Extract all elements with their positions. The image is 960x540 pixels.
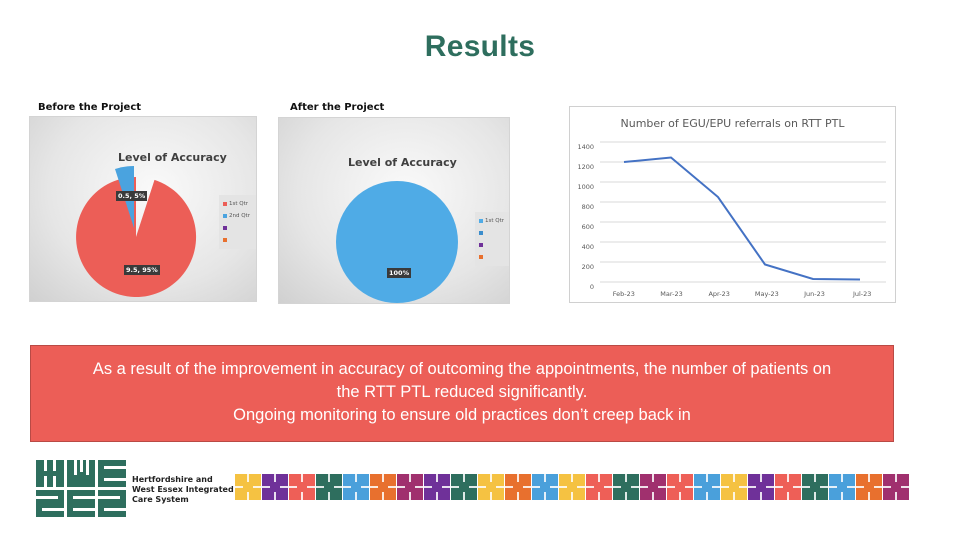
tile-icon	[316, 474, 342, 500]
line-chart-title: Number of EGU/EPU referrals on RTT PTL	[620, 117, 845, 130]
before-caption: Before the Project	[38, 102, 142, 113]
legend-2nd-qtr: 2nd Qtr	[229, 213, 250, 219]
tile-icon	[748, 474, 774, 500]
tile-icon	[424, 474, 450, 500]
tile-icon	[262, 474, 288, 500]
before-label-large: 9.5, 95%	[124, 265, 160, 275]
tile-icon	[667, 474, 693, 500]
after-label: 100%	[387, 268, 412, 278]
summary-banner: As a result of the improvement in accura…	[30, 345, 894, 442]
tile-icon	[721, 474, 747, 500]
before-chart-title: Level of Accuracy	[118, 151, 227, 164]
tile-icon	[370, 474, 396, 500]
tile-icon	[289, 474, 315, 500]
after-caption: After the Project	[290, 102, 385, 113]
after-legend: 1st Qtr	[475, 212, 509, 266]
tile-icon	[559, 474, 585, 500]
legend-1st-qtr: 1st Qtr	[229, 201, 249, 207]
hwe-ics-logo-icon	[36, 460, 126, 517]
before-pie-chart: Level of Accuracy 0.5, 5% 9.5, 95% 1st Q…	[29, 116, 257, 302]
logo-text: Hertfordshire and West Essex Integrated …	[132, 475, 234, 504]
tile-icon	[694, 474, 720, 500]
banner-line-1: As a result of the improvement in accura…	[92, 360, 832, 378]
tile-icon	[505, 474, 531, 500]
y-axis-ticks: 1400 1200 1000 800 600 400 200 0	[577, 143, 594, 291]
tile-icon	[532, 474, 558, 500]
x-axis-ticks: Feb-23 Mar-23 Apr-23 May-23 Jun-23 Jul-2…	[612, 290, 872, 298]
after-pie-chart: Level of Accuracy 100% 1st Qtr	[278, 117, 510, 304]
tile-icon	[802, 474, 828, 500]
tile-icon	[613, 474, 639, 500]
tile-icon	[397, 474, 423, 500]
after-chart-title: Level of Accuracy	[348, 156, 457, 169]
tile-icon	[478, 474, 504, 500]
banner-line-2: the RTT PTL reduced significantly.	[336, 383, 588, 401]
after-pie	[336, 181, 458, 303]
before-label-small: 0.5, 5%	[116, 191, 148, 201]
tile-icon	[856, 474, 882, 500]
tile-icon	[883, 474, 909, 500]
tile-icon	[775, 474, 801, 500]
tile-icon	[640, 474, 666, 500]
tile-icon	[829, 474, 855, 500]
referrals-line-chart: Number of EGU/EPU referrals on RTT PTL 1…	[569, 106, 896, 303]
before-legend: 1st Qtr 2nd Qtr	[219, 195, 256, 249]
decorative-tile-strip	[235, 474, 910, 500]
legend-1st-qtr: 1st Qtr	[485, 218, 505, 224]
line-chart-plot	[600, 141, 886, 283]
tile-icon	[586, 474, 612, 500]
tile-icon	[343, 474, 369, 500]
tile-icon	[235, 474, 261, 500]
tile-icon	[451, 474, 477, 500]
banner-line-3: Ongoing monitoring to ensure old practic…	[233, 406, 691, 424]
slide-title: Results	[424, 30, 536, 63]
